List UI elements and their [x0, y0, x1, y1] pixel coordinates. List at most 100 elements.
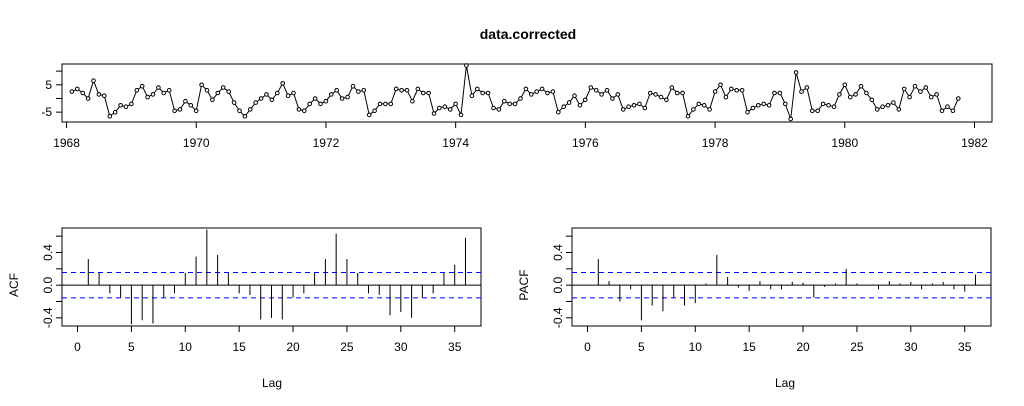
ts-y-tick-label: 5 — [45, 78, 52, 92]
ts-point — [339, 96, 345, 101]
pacf-ylabel: PACF — [517, 269, 531, 300]
ts-point — [399, 88, 404, 93]
ts-point — [572, 93, 577, 98]
ts-point — [842, 82, 848, 88]
ts-point — [691, 107, 696, 112]
ts-x-tick-label: 1982 — [961, 136, 988, 150]
ts-point — [788, 116, 794, 122]
ts-point — [739, 88, 745, 93]
ts-point — [258, 96, 264, 101]
ts-point — [545, 90, 550, 96]
ts-point — [939, 108, 945, 114]
acf-x-tick-label: 10 — [179, 340, 193, 354]
ts-point — [534, 89, 540, 94]
ts-title: data.corrected — [480, 26, 576, 42]
ts-point — [550, 89, 556, 94]
ts-point — [323, 98, 329, 104]
ts-point — [950, 108, 956, 114]
acf-x-tick-label: 0 — [74, 340, 81, 354]
ts-point — [685, 114, 691, 119]
ts-point — [664, 97, 669, 103]
ts-point — [231, 100, 237, 105]
ts-point — [112, 109, 118, 115]
ts-point — [285, 93, 291, 98]
ts-point — [85, 96, 91, 101]
ts-point — [91, 78, 96, 83]
ts-point — [599, 92, 604, 97]
ts-x-tick-label: 1976 — [572, 136, 599, 150]
ts-point — [907, 94, 912, 100]
ts-point — [658, 94, 664, 100]
ts-point — [447, 107, 453, 112]
acf-x-tick-label: 15 — [232, 340, 246, 354]
ts-point — [453, 101, 458, 107]
acf-y-tick-label: 0.4 — [41, 244, 55, 261]
ts-point — [410, 98, 415, 104]
ts-point — [880, 104, 885, 109]
ts-point — [750, 105, 756, 111]
ts-point — [156, 85, 161, 90]
ts-point — [680, 90, 685, 96]
pacf-x-tick-label: 30 — [904, 340, 918, 354]
ts-point — [626, 104, 631, 109]
pacf-x-tick-label: 10 — [689, 340, 703, 354]
ts-point — [912, 83, 918, 89]
ts-point — [480, 90, 486, 96]
ts-point — [945, 104, 950, 109]
ts-point — [226, 89, 231, 94]
ts-point — [507, 101, 513, 107]
ts-point — [404, 88, 410, 93]
ts-point — [539, 86, 545, 92]
ts-x-tick-label: 1968 — [53, 136, 80, 150]
ts-point — [631, 103, 637, 108]
ts-point — [707, 107, 712, 112]
ts-point — [420, 90, 426, 96]
ts-point — [464, 63, 469, 68]
ts-point — [123, 104, 129, 109]
ts-plot-frame — [61, 63, 993, 123]
ts-point — [366, 112, 372, 118]
ts-point — [864, 90, 869, 96]
ts-point — [529, 92, 534, 97]
ts-point — [810, 108, 815, 114]
acf-y-tick-label: -0.4 — [41, 307, 55, 328]
ts-point — [593, 88, 599, 93]
acf-x-tick-label: 5 — [128, 340, 135, 354]
ts-point — [561, 104, 567, 109]
ts-point — [723, 94, 729, 100]
ts-point — [491, 105, 496, 111]
pacf-y-tick-label: -0.4 — [551, 307, 565, 328]
ts-point — [458, 112, 464, 118]
pacf-plot-frame — [571, 227, 992, 327]
ts-point — [361, 88, 367, 93]
ts-point — [891, 100, 896, 105]
ts-point — [761, 101, 767, 107]
ts-point — [734, 88, 740, 93]
ts-point — [345, 94, 350, 100]
ts-point — [280, 81, 286, 86]
ts-point — [772, 90, 777, 96]
ts-point — [577, 103, 583, 108]
ts-point — [669, 85, 675, 90]
ts-point — [102, 93, 107, 98]
ts-x-tick-label: 1980 — [831, 136, 858, 150]
ts-point — [356, 89, 361, 94]
pacf-x-tick-label: 35 — [958, 340, 972, 354]
acf-xlabel: Lag — [262, 376, 282, 390]
ts-point — [934, 92, 939, 97]
ts-x-tick-label: 1978 — [702, 136, 729, 150]
pacf-plot: 0 5 10 15 20 25 30 35 -0.4 0.0 0.4 — [551, 235, 991, 354]
ts-point — [248, 107, 253, 112]
ts-point — [729, 86, 734, 92]
ts-point — [610, 96, 615, 101]
ts-point — [193, 108, 199, 114]
pacf-x-tick-label: 0 — [584, 340, 591, 354]
ts-point — [199, 82, 204, 88]
ts-point — [615, 92, 621, 97]
ts-point — [512, 101, 518, 107]
ts-point — [874, 107, 880, 112]
ts-point — [896, 107, 902, 112]
ts-point — [177, 107, 183, 112]
ts-point — [642, 105, 648, 111]
